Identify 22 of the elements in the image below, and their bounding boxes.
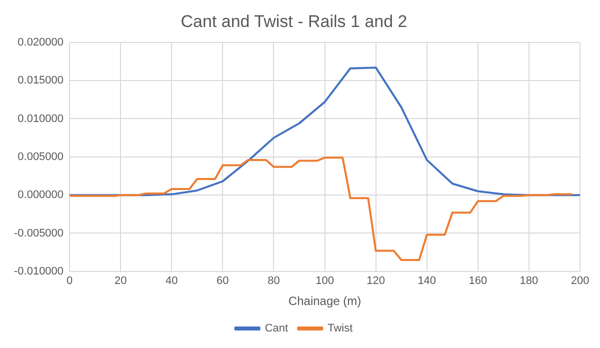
legend-label: Twist [328,322,353,335]
y-tick-label: 0.015000 [18,74,64,87]
legend-label: Cant [264,322,288,335]
x-tick-label: 40 [166,275,178,288]
x-axis-title: Chainage (m) [288,294,362,308]
y-tick-label: 0.020000 [18,36,64,48]
y-tick-label: -0.005000 [14,227,64,240]
y-tick-label: 0.000000 [18,189,64,202]
x-tick-label: 80 [268,275,280,288]
y-tick-label: 0.005000 [18,150,64,163]
x-tick-label: 20 [114,275,127,288]
x-tick-label: 160 [468,275,488,288]
y-tick-label: 0.010000 [18,112,64,125]
x-tick-label: 140 [418,275,436,288]
x-tick-label: 180 [520,275,538,288]
x-tick-label: 0 [66,275,73,288]
x-tick-label: 120 [366,275,385,288]
x-tick-label: 200 [570,275,590,288]
x-tick-label: 100 [316,275,334,288]
chart-title: Cant and Twist - Rails 1 and 2 [180,12,408,31]
y-tick-label: -0.010000 [14,265,64,278]
x-tick-label: 60 [216,275,229,288]
